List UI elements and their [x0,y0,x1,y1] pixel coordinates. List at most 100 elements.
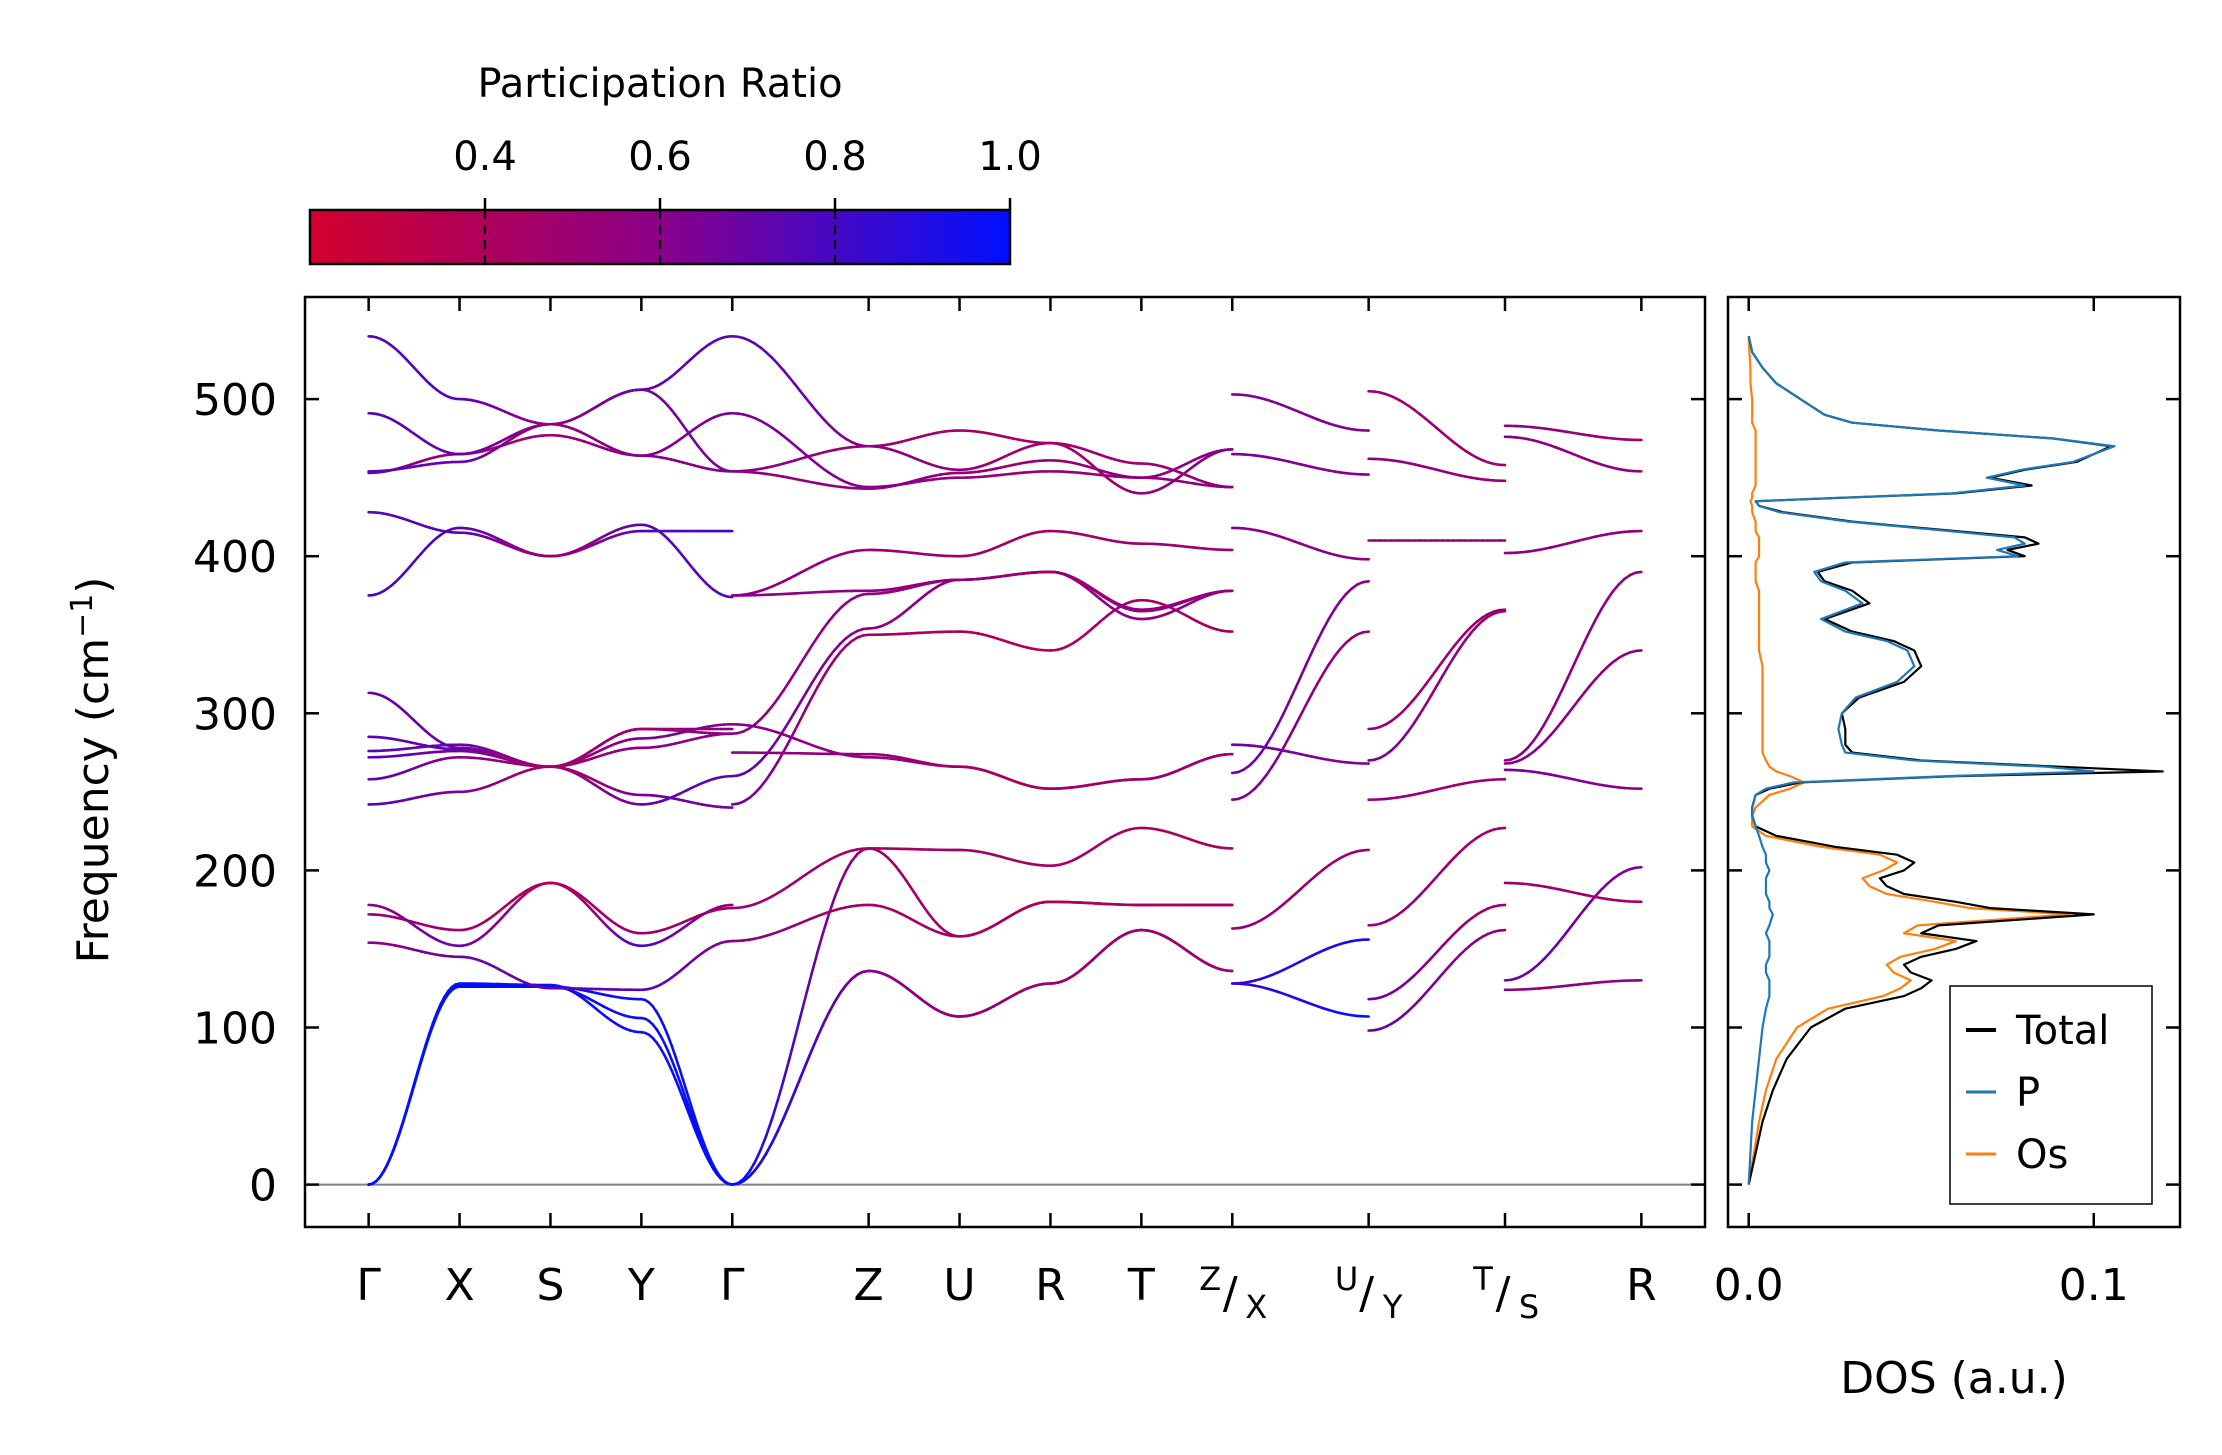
band-line-piece [662,1053,670,1064]
band-line-piece [810,685,819,699]
band-line-piece [804,696,814,710]
band-line-piece [1412,713,1422,725]
band-line-piece [782,1104,791,1120]
band-line-piece [742,1170,751,1181]
y-tick-label: 400 [193,532,277,583]
band-line-piece [393,1133,401,1147]
band-line-piece [677,1066,685,1082]
band-line-piece [1333,599,1342,611]
band-line-piece [810,950,819,975]
band-line-piece [1310,682,1319,696]
x-label-sub: Y [1382,1288,1403,1326]
dos-plot-frame [1726,295,2182,1229]
band-line-piece [1452,927,1461,936]
band-line-piece [753,785,762,795]
band-line-piece [810,404,819,414]
x-label-sup: U [1335,1260,1358,1298]
band-line-piece [696,1126,704,1140]
band-line-piece [386,1153,393,1166]
band-line-piece [1412,690,1422,701]
band-line-piece [1520,746,1530,755]
x-tick-label: Γ [356,1260,381,1311]
band-line-piece [693,1121,700,1135]
band-line-piece [674,1055,681,1070]
band-line-piece [1560,929,1569,940]
band-line-piece [1537,722,1547,735]
band-line-piece [1412,968,1422,977]
band-line-piece [700,1136,708,1150]
band-line-piece [1429,684,1439,697]
band-line-piece [693,1126,700,1139]
band-line-piece [759,711,768,721]
band-line-piece [1566,664,1575,680]
band-line-piece [405,1095,412,1112]
colorbar-tick-label: 0.4 [453,134,517,180]
band-line-piece [1361,580,1370,584]
band-line-piece [1299,703,1308,717]
band-line-piece [833,642,842,652]
band-line-piece [1287,688,1297,704]
band-line-piece [1458,631,1467,641]
band-line-piece [833,881,842,899]
band-line-piece [670,1044,677,1058]
colorbar-tick-label: 1.0 [978,134,1042,180]
band-line-piece [420,1044,427,1060]
band-line-piece [816,675,825,689]
band-line-piece [1446,645,1456,656]
band-line-piece [748,1168,757,1178]
band-line-piece [1566,922,1575,933]
band-line-piece [1543,711,1552,725]
band-line-piece [1452,647,1461,659]
band-line-piece [1316,627,1325,642]
band-line-piece [1446,959,1456,969]
legend-label-p: P [2016,1070,2040,1116]
band-line-piece [700,1145,708,1157]
band-line-piece [1407,721,1416,733]
high-symmetry-ticks: Γ X S Y Γ Z U R T Z / XU / YT / S R [356,297,1657,1326]
band-line-piece [816,664,825,676]
band-line-piece [793,382,802,393]
band-line-piece [1265,734,1274,747]
band-line-piece [1333,647,1342,658]
band-line-piece [1304,692,1314,706]
band-line-piece [1270,756,1280,769]
band-line-piece [1293,675,1302,691]
x-label-sup: T [1472,1260,1493,1298]
band-line-piece [1265,765,1274,777]
band-line-piece [1549,944,1558,954]
band-line-piece [1361,630,1370,634]
x-tick-label: Y [627,1260,655,1311]
band-line-piece [1287,725,1297,739]
legend-box [1949,985,2153,1205]
legend-label-os: Os [2016,1132,2068,1178]
band-line-piece [1446,655,1456,668]
x-label-sub: S [1519,1288,1539,1326]
band-line-piece [658,1017,666,1028]
band-line-piece [770,760,780,773]
x-tick-label: S [536,1260,564,1311]
band-line-piece [427,1021,435,1036]
x-label-slash: / [1496,1268,1511,1319]
band-line-piece [1253,781,1262,790]
colorbar-tick-label: 0.8 [803,134,867,180]
band-line-piece [1418,703,1427,716]
band-line-piece [382,1162,389,1173]
band-line-piece [1418,887,1427,897]
band-line-piece [1571,652,1581,668]
band-line-piece [1446,856,1456,866]
dos-curves [1747,336,2164,1185]
band-line-piece [1407,697,1416,707]
band-line-piece [1418,992,1427,1001]
band-line-piece [782,680,791,692]
band-line-piece [787,710,797,723]
colorbar-ticks: 0.4 0.6 0.8 1.0 [453,134,1042,264]
x-tick-label: X [444,1260,474,1311]
band-line-piece [1537,740,1547,749]
band-line-piece [681,1078,689,1094]
band-plot-frame [303,295,1707,1229]
band-line-piece [1441,938,1450,948]
band-line-piece [833,607,842,616]
band-line-piece [1429,950,1439,960]
band-line-piece [670,1058,677,1071]
band-line-piece [827,658,836,670]
